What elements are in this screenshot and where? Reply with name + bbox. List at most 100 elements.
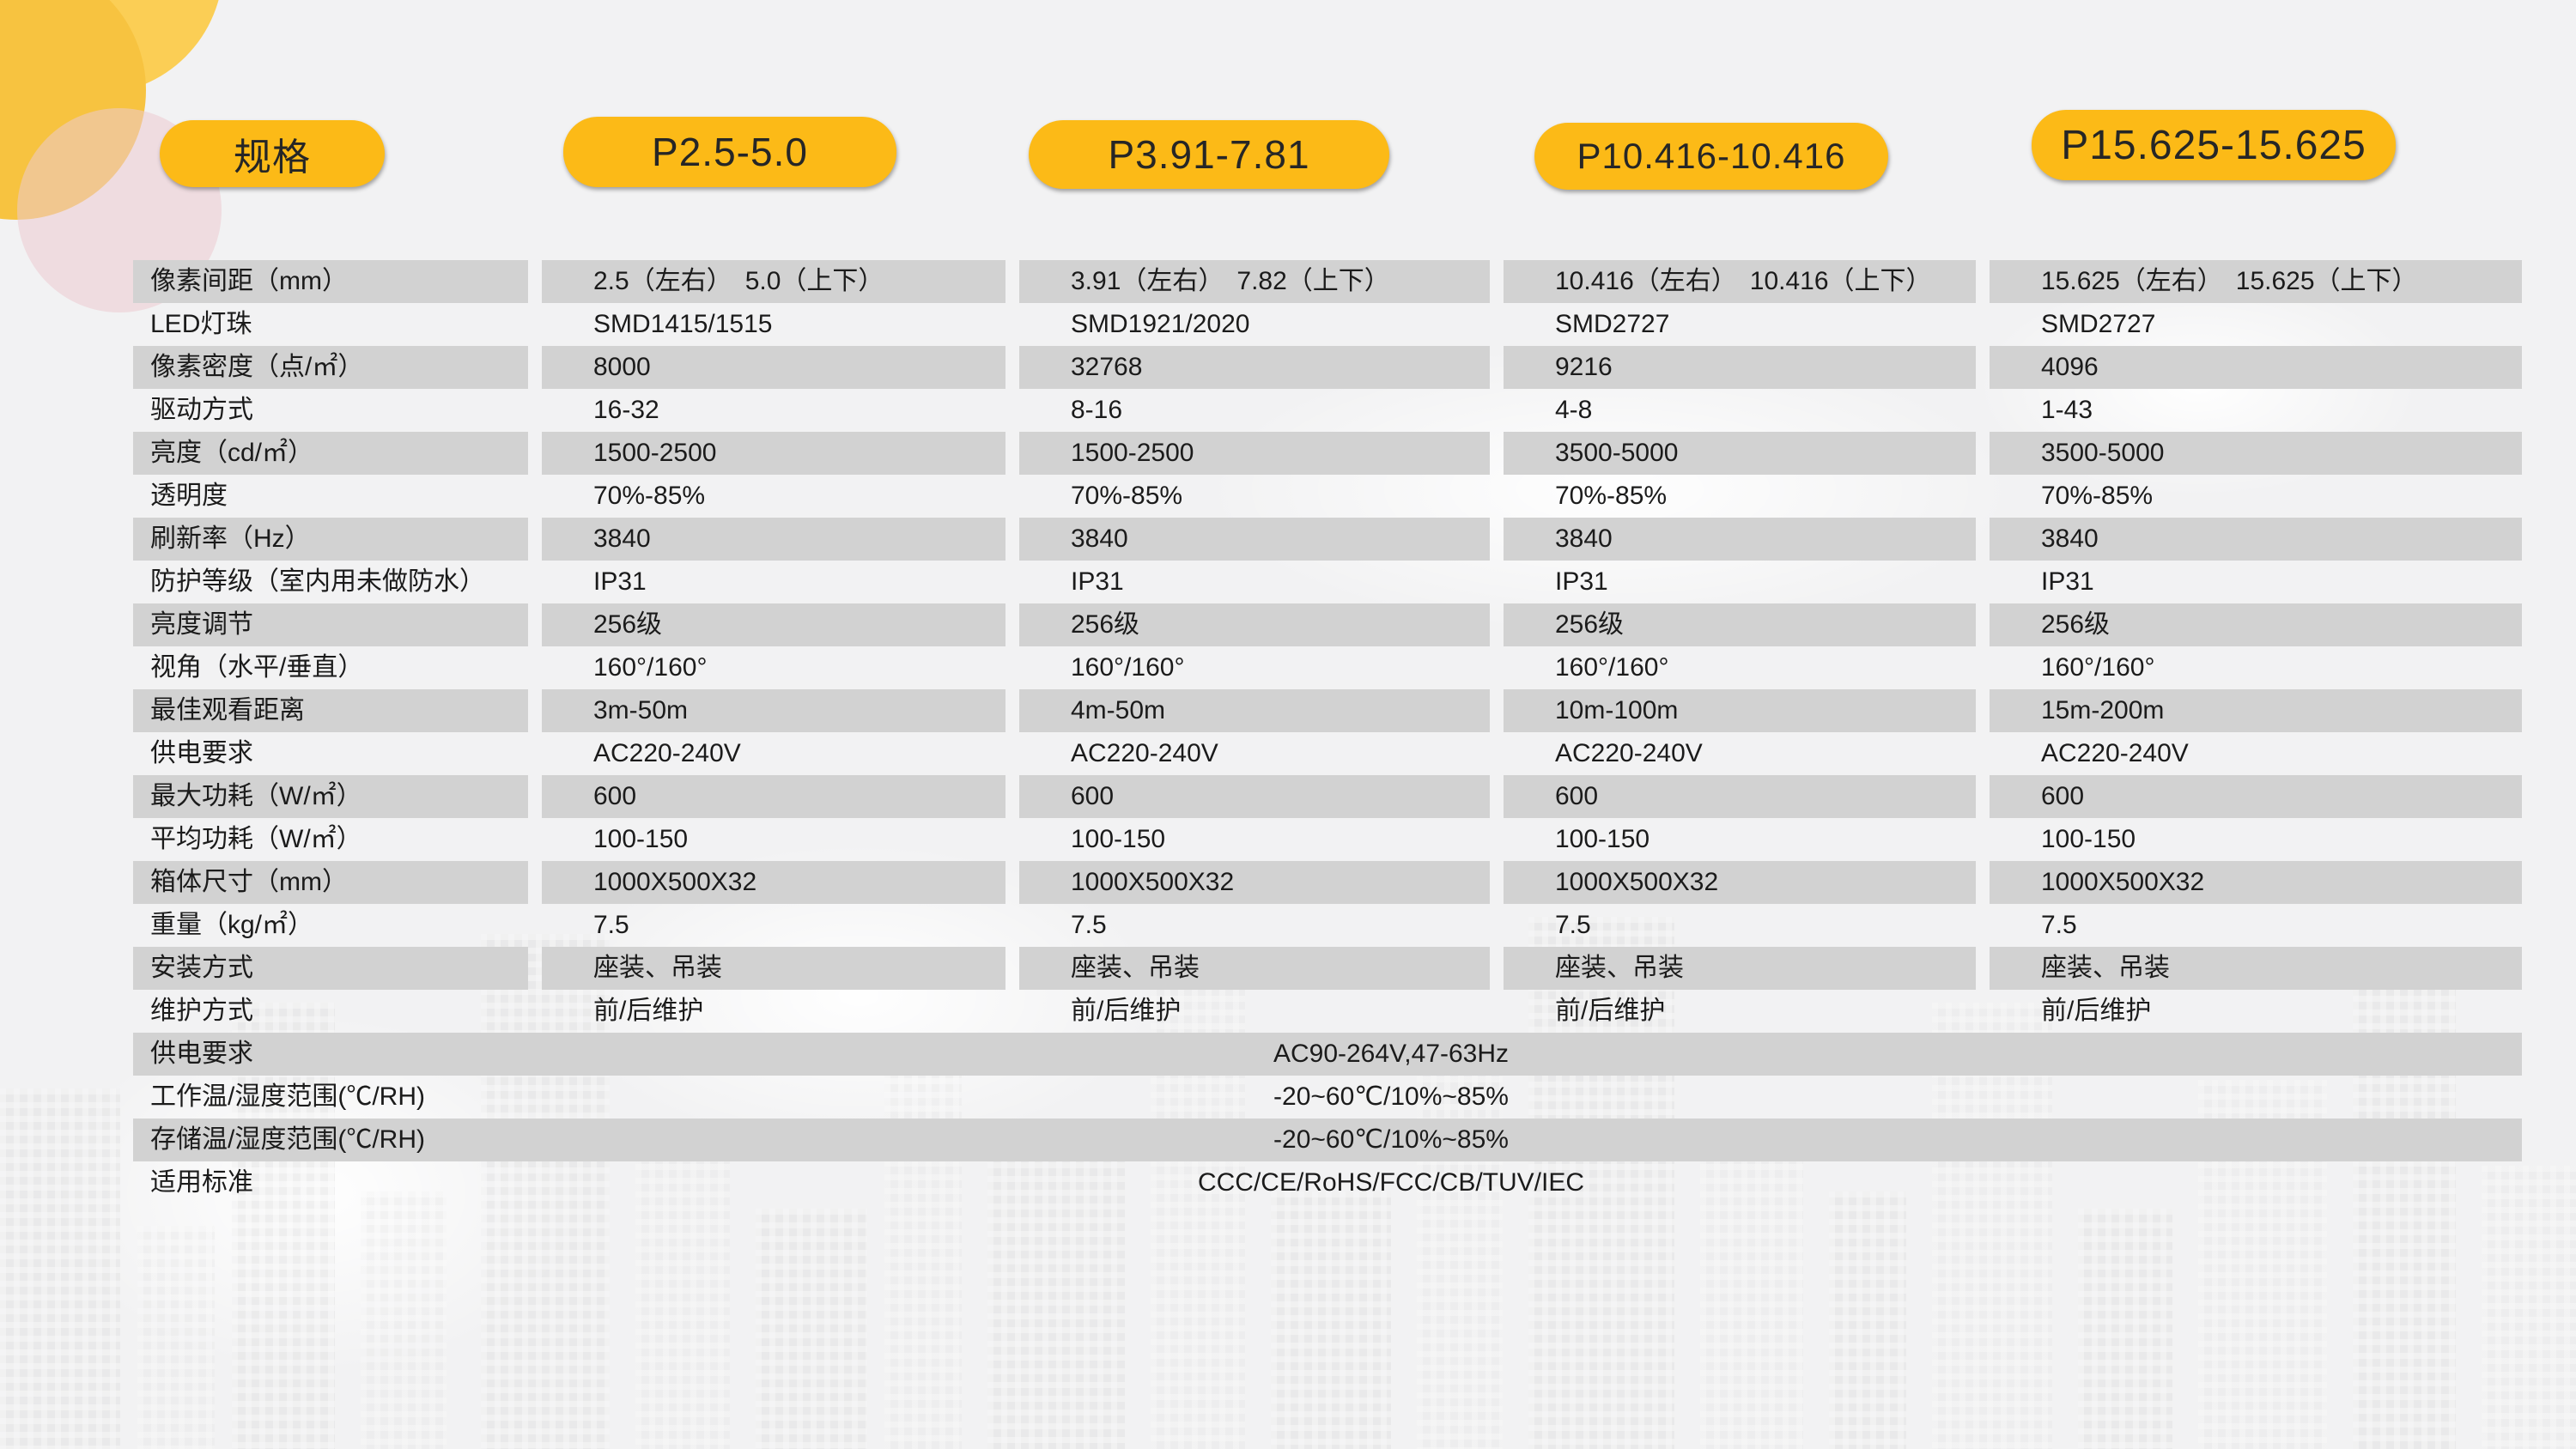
row-value-col2: AC220-240V	[1071, 739, 1218, 767]
row-label: 供电要求	[150, 1040, 253, 1068]
row-label: 存储温/湿度范围(℃/RH)	[150, 1125, 425, 1154]
row-value-merged: -20~60℃/10%~85%	[1273, 1082, 1509, 1111]
table-row-merged: 适用标准 CCC/CE/RoHS/FCC/CB/TUV/IEC	[133, 1161, 2522, 1204]
table-row: 平均功耗（W/㎡） 100-150 100-150 100-150 100-150	[133, 818, 2522, 861]
row-value-col2: 8-16	[1071, 396, 1123, 424]
spec-header-pill: 规格	[160, 120, 385, 187]
product-pill-p10-416: P10.416-10.416	[1534, 123, 1888, 190]
row-value-col1: AC220-240V	[593, 739, 741, 767]
row-value-col1: 1500-2500	[528, 432, 1005, 475]
row-value-col3: 9216	[1490, 346, 1976, 389]
product-pill-p2-5: P2.5-5.0	[563, 117, 896, 187]
row-value-col1: 1000X500X32	[528, 861, 1005, 904]
row-label: 适用标准	[150, 1168, 253, 1197]
row-value-merged: -20~60℃/10%~85%	[1273, 1125, 1509, 1154]
row-value-col1: 16-32	[593, 396, 659, 424]
row-value-col4: 3840	[1976, 518, 2522, 561]
row-value-col4: 15m-200m	[1976, 689, 2522, 732]
row-label: 工作温/湿度范围(℃/RH)	[150, 1082, 425, 1111]
row-value-col4: 7.5	[2041, 911, 2077, 939]
row-value-col4: 4096	[1976, 346, 2522, 389]
row-value-col3: AC220-240V	[1555, 739, 1703, 767]
row-value-col1: IP31	[593, 567, 647, 596]
row-value-col3: 10m-100m	[1490, 689, 1976, 732]
building-shape	[1271, 1191, 1391, 1449]
spec-table: 像素间距（mm） 2.5（左右） 5.0（上下） 3.91（左右） 7.82（上下）…	[133, 260, 2522, 1204]
row-value-col2: SMD1921/2020	[1071, 310, 1250, 338]
row-value-col4: 100-150	[2041, 825, 2136, 853]
table-row: 刷新率（Hz） 3840 3840 3840 3840	[133, 518, 2522, 561]
table-row: 安装方式 座装、吊装 座装、吊装 座装、吊装 座装、吊装	[133, 947, 2522, 990]
row-label: 平均功耗（W/㎡）	[150, 825, 362, 853]
row-label: 重量（kg/㎡）	[150, 911, 314, 939]
table-row: 最佳观看距离 3m-50m 4m-50m 10m-100m 15m-200m	[133, 689, 2522, 732]
row-label: 维护方式	[150, 997, 253, 1025]
row-value-col3: IP31	[1555, 567, 1608, 596]
table-row: 像素间距（mm） 2.5（左右） 5.0（上下） 3.91（左右） 7.82（上下）…	[133, 260, 2522, 303]
row-value-col2: 1000X500X32	[1005, 861, 1490, 904]
row-value-merged: AC90-264V,47-63Hz	[1273, 1040, 1510, 1068]
row-value-col4: 15.625（左右） 15.625（上下）	[1976, 260, 2522, 303]
row-value-col4: 600	[1976, 775, 2522, 818]
row-value-col1: 160°/160°	[593, 653, 708, 682]
row-value-col3: 3500-5000	[1490, 432, 1976, 475]
row-label: 视角（水平/垂直）	[150, 653, 364, 682]
row-value-col1: 256级	[528, 603, 1005, 646]
table-row: LED灯珠 SMD1415/1515 SMD1921/2020 SMD2727 SMD2…	[133, 303, 2522, 346]
row-value-col1: 100-150	[593, 825, 689, 853]
row-label: 刷新率（Hz）	[133, 518, 528, 561]
table-row-merged: 供电要求 AC90-264V,47-63Hz	[133, 1033, 2522, 1076]
row-label: 最佳观看距离	[133, 689, 528, 732]
table-row-merged: 存储温/湿度范围(℃/RH) -20~60℃/10%~85%	[133, 1119, 2522, 1161]
row-value-col4: 256级	[1976, 603, 2522, 646]
table-row-merged: 工作温/湿度范围(℃/RH) -20~60℃/10%~85%	[133, 1076, 2522, 1119]
table-row: 亮度调节 256级 256级 256级 256级	[133, 603, 2522, 646]
row-value-col2: 7.5	[1071, 911, 1107, 939]
row-value-col4: IP31	[2041, 567, 2094, 596]
row-value-col3: 3840	[1490, 518, 1976, 561]
table-row: 透明度 70%-85% 70%-85% 70%-85% 70%-85%	[133, 475, 2522, 518]
row-value-col3: 100-150	[1555, 825, 1650, 853]
row-value-col1: SMD1415/1515	[593, 310, 773, 338]
row-label: 安装方式	[133, 947, 528, 990]
row-value-col2: 3840	[1005, 518, 1490, 561]
row-value-col4: AC220-240V	[2041, 739, 2189, 767]
row-label: LED灯珠	[150, 310, 252, 338]
table-row: 供电要求 AC220-240V AC220-240V AC220-240V AC220-…	[133, 732, 2522, 775]
row-value-col3: 160°/160°	[1555, 653, 1669, 682]
row-label: 透明度	[150, 482, 228, 510]
row-label: 防护等级（室内用未做防水）	[150, 567, 485, 596]
row-value-col1: 8000	[528, 346, 1005, 389]
building-shape	[756, 1209, 867, 1449]
table-row: 像素密度（点/㎡） 8000 32768 9216 4096	[133, 346, 2522, 389]
row-value-col1: 3840	[528, 518, 1005, 561]
row-value-col1: 座装、吊装	[528, 947, 1005, 990]
table-row: 驱动方式 16-32 8-16 4-8 1-43	[133, 389, 2522, 432]
table-row: 视角（水平/垂直） 160°/160° 160°/160° 160°/160° 160°…	[133, 646, 2522, 689]
row-label: 箱体尺寸（mm）	[133, 861, 528, 904]
row-value-col2: 160°/160°	[1071, 653, 1185, 682]
row-value-col3: 1000X500X32	[1490, 861, 1976, 904]
row-value-col4: 3500-5000	[1976, 432, 2522, 475]
row-value-col2: 256级	[1005, 603, 1490, 646]
row-value-col3: SMD2727	[1555, 310, 1670, 338]
row-value-col2: IP31	[1071, 567, 1124, 596]
row-value-col3: 256级	[1490, 603, 1976, 646]
row-value-col2: 70%-85%	[1071, 482, 1183, 510]
row-value-col2: 前/后维护	[1071, 997, 1182, 1025]
row-value-col4: 前/后维护	[2041, 997, 2152, 1025]
row-value-col3: 座装、吊装	[1490, 947, 1976, 990]
row-label: 亮度调节	[133, 603, 528, 646]
row-value-col1: 3m-50m	[528, 689, 1005, 732]
row-value-col3: 7.5	[1555, 911, 1591, 939]
row-label: 驱动方式	[150, 396, 253, 424]
row-value-col2: 座装、吊装	[1005, 947, 1490, 990]
building-shape	[2482, 1166, 2576, 1449]
building-shape	[137, 1226, 215, 1449]
row-value-col4: SMD2727	[2041, 310, 2156, 338]
row-value-col3: 600	[1490, 775, 1976, 818]
row-value-col3: 前/后维护	[1555, 997, 1666, 1025]
row-label: 像素密度（点/㎡）	[133, 346, 528, 389]
row-value-col2: 3.91（左右） 7.82（上下）	[1005, 260, 1490, 303]
